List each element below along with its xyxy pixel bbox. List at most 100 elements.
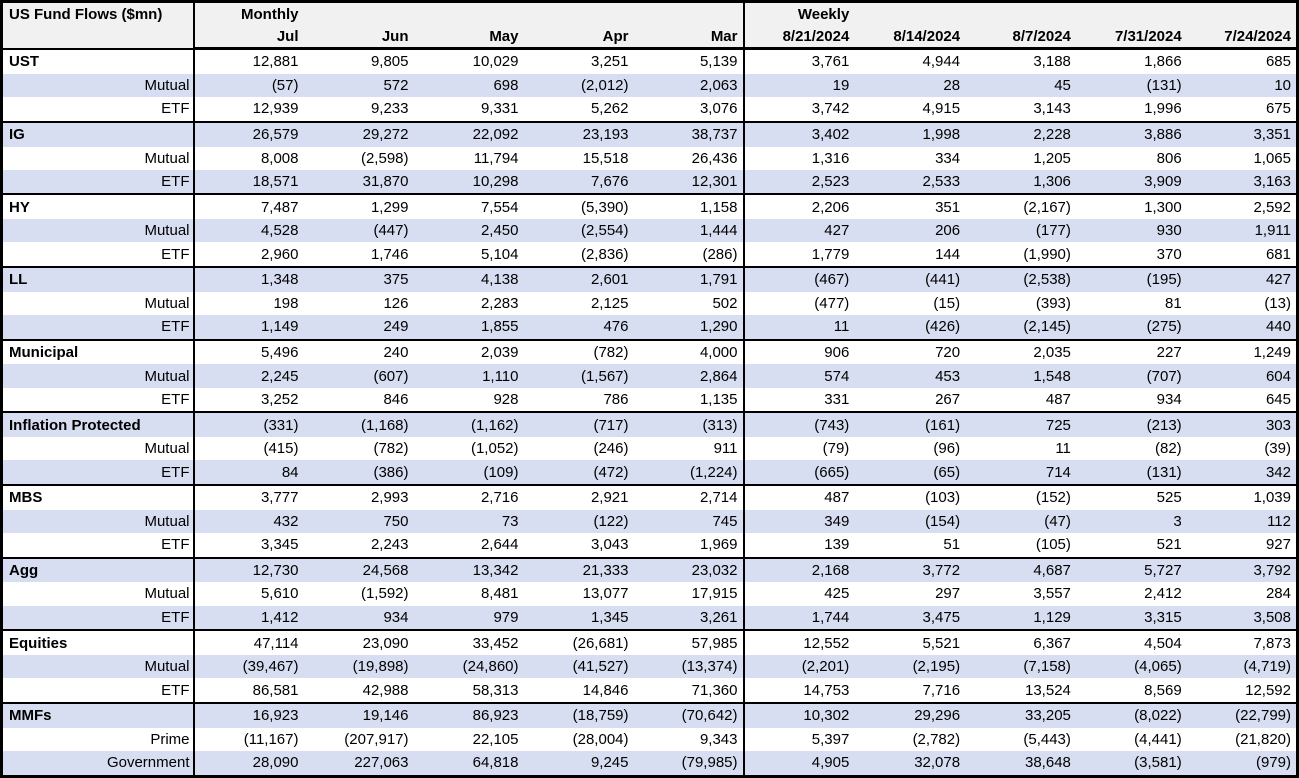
table-row: ETF 12,939 9,233 9,331 5,262 3,076 3,742 4,915 3… [1,97,1298,122]
table-body: UST 12,881 9,805 10,029 3,251 5,139 3,761 4,944… [1,47,1298,777]
table-row: HY 7,487 1,299 7,554 (5,390) 1,158 2,206 351 (2,… [1,193,1298,220]
value-cell: 440 [1265,318,1291,336]
value-cell: 9,233 [370,100,409,118]
table-row: ETF 86,581 42,988 58,313 14,846 71,360 14,753 7… [1,678,1298,703]
header-spacer [1075,1,1187,25]
value-cell: (441) [854,266,966,292]
table-row: UST 12,881 9,805 10,029 3,251 5,139 3,761 4,944… [1,47,1298,74]
row-label: Municipal [1,338,195,365]
value-cell: (5,443) [1023,730,1071,748]
value-cell: (82) [1155,440,1182,458]
value-cell: 3,345 [260,536,299,554]
value-cell: (447) [373,222,409,240]
value-cell: 1,779 [742,242,855,268]
value-cell: 979 [493,608,519,626]
group-header-weekly: Weekly [742,1,855,25]
value-cell: 1,149 [260,318,299,336]
value-cell: (1,990) [1023,245,1071,263]
value-cell: 604 [1265,367,1291,385]
value-cell: (105) [1035,536,1071,554]
value-cell: (79,985) [681,754,738,772]
table-row: Mutual 2,245 (607) 1,110 (1,567) 2,864 574 453 1… [1,364,1298,388]
value-cell: (2,598) [360,149,409,167]
table-row: MBS 3,777 2,993 2,716 2,921 2,714 487 (103) (152… [1,484,1298,510]
value-cell: 81 [1165,294,1182,312]
value-cell: 112 [1267,512,1291,530]
value-cell: (782) [373,440,409,458]
row-label: ETF [1,605,195,631]
value-cell: (415) [263,440,299,458]
value-cell: 725 [965,411,1076,438]
value-cell: 2,523 [742,169,855,195]
row-label: ETF [1,533,195,558]
value-cell: 1,299 [303,193,414,220]
value-cell: 2,168 [742,556,855,583]
table-row: ETF 3,252 846 928 786 1,135 331 267 487 934 645 [1,387,1298,413]
table-row: Mutual 4,528 (447) 2,450 (2,554) 1,444 427 206 (… [1,219,1298,243]
value-cell: (103) [854,484,966,510]
value-cell: 425 [742,582,855,606]
value-cell: 1,855 [480,318,519,336]
value-cell: 206 [935,222,961,240]
table-header: US Fund Flows ($mn) Monthly Weekly Jul J… [1,1,1298,50]
value-cell: 2,125 [590,294,629,312]
value-cell: 2,245 [260,367,299,385]
value-cell: (2,836) [580,245,629,263]
value-cell: 3,508 [1253,608,1291,626]
value-cell: 17,915 [691,585,738,603]
column-header-7-24-2024: 7/24/2024 [1186,25,1298,50]
value-cell: 12,939 [252,100,299,118]
column-header-8-7-2024: 8/7/2024 [965,25,1076,50]
header-group-row: US Fund Flows ($mn) Monthly Weekly [1,1,1298,49]
value-cell: 3,251 [523,47,634,74]
value-cell: 3,076 [699,100,738,118]
value-cell: 1,744 [742,605,855,631]
table-row: MMFs 16,923 19,146 86,923 (18,759) (70,642) 10… [1,701,1298,728]
value-cell: (41,527) [572,658,629,676]
value-cell: 342 [1265,463,1291,481]
value-cell: (313) [633,411,744,438]
table-row: LL 1,348 375 4,138 2,601 1,791 (467) (441) (2,53… [1,266,1298,292]
header-spacer [965,1,1076,25]
table-row: Mutual 432 750 73 (122) 745 349 (154) (47) 3 112 [1,509,1298,533]
value-cell: 521 [1156,536,1182,554]
table-row: IG 26,579 29,272 22,092 23,193 38,737 3,402 1,9… [1,120,1298,147]
value-cell: (39) [1264,440,1291,458]
value-cell: 1,205 [1033,149,1071,167]
value-cell: 2,533 [922,173,961,191]
value-cell: (2,145) [1023,318,1071,336]
value-cell: 9,245 [590,754,629,772]
group-header-monthly: Monthly [193,1,304,25]
value-cell: 2,243 [370,536,409,554]
value-cell: (15) [933,294,961,312]
value-cell: 9,343 [699,730,738,748]
value-cell: 7,487 [193,193,304,220]
value-cell: (13,374) [681,658,738,676]
value-cell: 7,554 [413,193,524,220]
value-cell: 57,985 [633,629,744,655]
value-cell: 9,805 [303,47,414,74]
value-cell: (246) [593,440,629,458]
value-cell: 4,528 [260,222,299,240]
value-cell: (467) [742,266,855,292]
value-cell: (24,860) [462,658,519,676]
row-label: Prime [1,727,195,751]
value-cell: 3,043 [590,536,629,554]
header-spacer [854,1,966,25]
value-cell: (13) [1264,294,1291,312]
value-cell: 1,306 [1033,173,1071,191]
value-cell: 4,905 [742,750,855,777]
value-cell: 47,114 [193,629,304,655]
value-cell: 8,481 [480,585,519,603]
value-cell: 3,886 [1075,120,1187,147]
value-cell: 11,794 [473,149,519,167]
value-cell: 2,412 [1144,585,1182,603]
value-cell: 23,032 [633,556,744,583]
value-cell: (2,538) [965,266,1076,292]
value-cell: (39,467) [242,658,299,676]
value-cell: (154) [925,512,961,530]
value-cell: 574 [742,364,855,388]
value-cell: 427 [1186,266,1298,292]
value-cell: 2,063 [699,77,738,94]
value-cell: (4,441) [1134,730,1182,748]
